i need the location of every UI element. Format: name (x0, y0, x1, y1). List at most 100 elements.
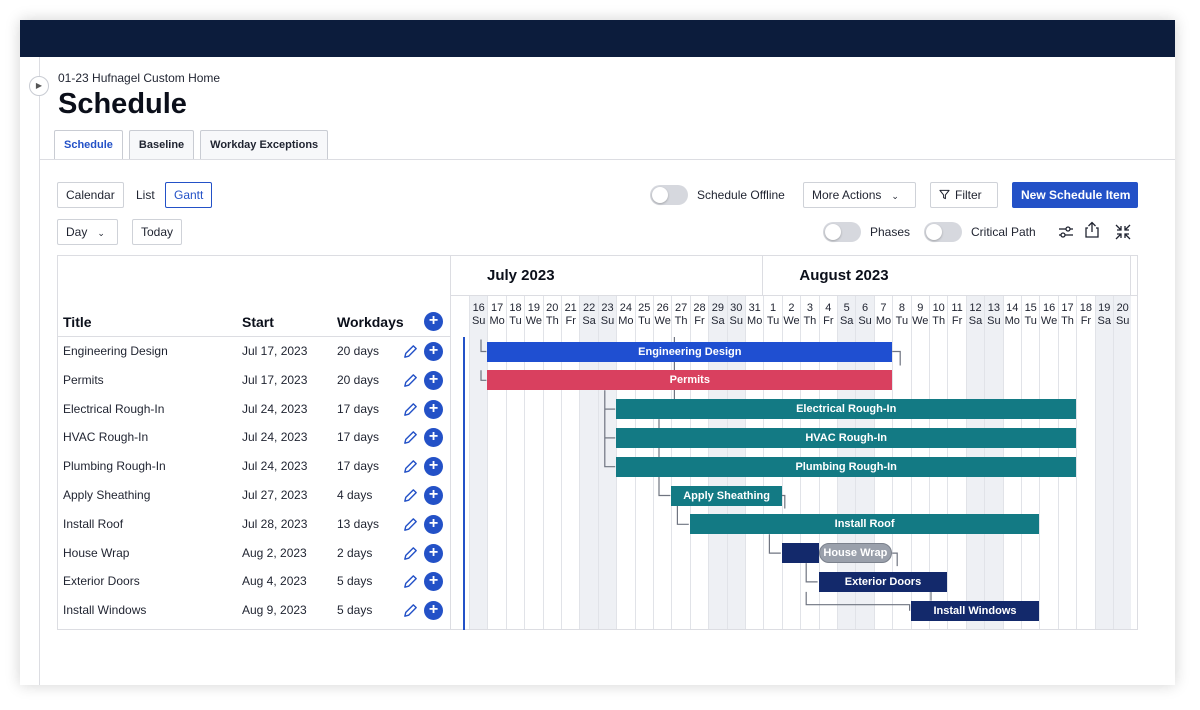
dependency-connector (768, 534, 781, 554)
chevron-right-icon[interactable]: ▶ (29, 76, 49, 96)
gantt-bar[interactable]: Install Windows (910, 600, 1040, 621)
task-title[interactable]: Permits (63, 372, 104, 387)
gantt-bar[interactable]: Engineering Design (487, 341, 893, 362)
weekday-label: We (525, 315, 543, 327)
pencil-icon[interactable] (402, 602, 419, 619)
gantt-panel: Title Start Workdays + Engineering Desig… (57, 255, 1138, 630)
plus-circle-icon[interactable]: + (424, 457, 443, 477)
tab-baseline[interactable]: Baseline (128, 130, 195, 159)
add-task-button[interactable]: + (424, 312, 443, 331)
task-title[interactable]: House Wrap (63, 545, 130, 560)
table-row[interactable]: HVAC Rough-In Jul 24, 2023 17 days + (58, 423, 451, 452)
task-title[interactable]: HVAC Rough-In (63, 430, 149, 445)
day-column: 17 Mo (487, 296, 505, 629)
task-title[interactable]: Install Roof (63, 516, 124, 531)
zoom-value: Day (66, 225, 88, 239)
column-header-title[interactable]: Title (63, 314, 92, 330)
day-number: 27 (674, 302, 688, 314)
task-start: Aug 4, 2023 (242, 574, 307, 589)
gantt-bar-segment[interactable] (781, 543, 819, 564)
plus-circle-icon[interactable]: + (424, 601, 443, 621)
gantt-bar[interactable]: Exterior Doors (818, 571, 948, 592)
plus-circle-icon[interactable]: + (424, 428, 443, 448)
day-column: 20 Th (542, 296, 561, 629)
day-column: 19 Sa (1094, 296, 1113, 629)
table-row[interactable]: Engineering Design Jul 17, 2023 20 days + (58, 337, 451, 366)
task-title[interactable]: Apply Sheathing (63, 488, 151, 502)
day-number: 5 (843, 302, 850, 314)
weekday-label: Th (674, 315, 688, 327)
task-title[interactable]: Electrical Rough-In (63, 401, 165, 416)
pencil-icon[interactable] (402, 545, 419, 562)
calendar-view-button[interactable]: Calendar (57, 182, 124, 208)
dependency-connector (480, 370, 487, 381)
day-number: 17 (1061, 302, 1074, 314)
tab-schedule[interactable]: Schedule (54, 130, 123, 160)
day-number: 30 (730, 302, 743, 314)
zoom-select[interactable]: Day ⌄ (57, 219, 118, 245)
tab-workday-exceptions[interactable]: Workday Exceptions (200, 130, 329, 159)
collapse-arrows-icon[interactable] (1113, 222, 1133, 242)
table-row[interactable]: Install Roof Jul 28, 2023 13 days + (58, 510, 451, 539)
pencil-icon[interactable] (402, 516, 419, 533)
plus-circle-icon[interactable]: + (424, 370, 443, 390)
gantt-bar[interactable]: Permits (487, 370, 893, 391)
table-row[interactable]: Install Windows Aug 9, 2023 5 days + (58, 596, 451, 625)
plus-circle-icon[interactable]: + (424, 543, 443, 563)
weekday-label: We (654, 315, 671, 327)
plus-circle-icon[interactable]: + (424, 399, 443, 419)
more-actions-button[interactable]: More Actions ⌄ (803, 182, 916, 208)
day-number: 31 (748, 302, 761, 314)
plus-circle-icon[interactable]: + (424, 486, 443, 505)
plus-circle-icon[interactable]: + (424, 342, 443, 361)
list-view-button[interactable]: List (127, 182, 164, 208)
plus-circle-icon[interactable]: + (424, 514, 443, 534)
filter-button[interactable]: Filter (930, 182, 998, 208)
task-title[interactable]: Exterior Doors (63, 574, 140, 589)
day-number: 11 (951, 302, 963, 314)
day-number: 16 (472, 302, 485, 314)
gantt-bar[interactable]: Electrical Rough-In (616, 399, 1077, 420)
plus-circle-icon[interactable]: + (424, 572, 443, 592)
gantt-bar[interactable]: Plumbing Rough-In (616, 456, 1077, 477)
pencil-icon[interactable] (402, 372, 419, 389)
gantt-bar[interactable]: House Wrap (818, 543, 893, 564)
weekday-label: Mo (747, 315, 763, 327)
critical-path-toggle[interactable] (924, 222, 962, 242)
table-row[interactable]: Permits Jul 17, 2023 20 days + (58, 366, 451, 395)
table-row[interactable]: Plumbing Rough-In Jul 24, 2023 17 days + (58, 452, 451, 481)
new-schedule-item-button[interactable]: New Schedule Item (1012, 182, 1138, 208)
filter-icon (939, 189, 950, 200)
gantt-view-button[interactable]: Gantt (165, 182, 213, 208)
pencil-icon[interactable] (402, 429, 419, 446)
weekday-label: Su (729, 315, 744, 327)
gantt-bar[interactable]: Install Roof (689, 514, 1040, 535)
today-button[interactable]: Today (132, 219, 183, 245)
phases-toggle[interactable] (823, 222, 861, 242)
task-workdays: 20 days (337, 344, 380, 358)
table-row[interactable]: Electrical Rough-In Jul 24, 2023 17 days + (58, 395, 451, 424)
pencil-icon[interactable] (402, 487, 419, 504)
table-row[interactable]: Exterior Doors Aug 4, 2023 5 days + (58, 567, 451, 596)
column-header-start[interactable]: Start (242, 314, 274, 330)
table-row[interactable]: Apply Sheathing Jul 27, 2023 4 days + (58, 481, 451, 510)
day-column: 16 Su (469, 296, 488, 629)
gantt-bar[interactable]: Apply Sheathing (671, 485, 782, 506)
pencil-icon[interactable] (402, 458, 419, 475)
task-title[interactable]: Plumbing Rough-In (63, 459, 166, 474)
breadcrumb[interactable]: 01-23 Hufnagel Custom Home (58, 71, 221, 85)
tab-bar: Schedule Baseline Workday Exceptions (54, 130, 329, 160)
task-title[interactable]: Install Windows (63, 603, 147, 618)
weekday-label: Fr (823, 315, 834, 327)
share-icon[interactable] (1082, 220, 1102, 240)
schedule-offline-toggle[interactable] (650, 185, 688, 205)
column-header-workdays[interactable]: Workdays (337, 314, 404, 330)
table-row[interactable]: House Wrap Aug 2, 2023 2 days + (58, 539, 451, 568)
pencil-icon[interactable] (402, 401, 419, 418)
pencil-icon[interactable] (402, 343, 419, 360)
weekday-label: Su (600, 315, 615, 327)
task-title[interactable]: Engineering Design (63, 344, 168, 358)
sliders-icon[interactable] (1056, 222, 1076, 242)
pencil-icon[interactable] (402, 573, 419, 590)
gantt-bar[interactable]: HVAC Rough-In (616, 427, 1077, 448)
